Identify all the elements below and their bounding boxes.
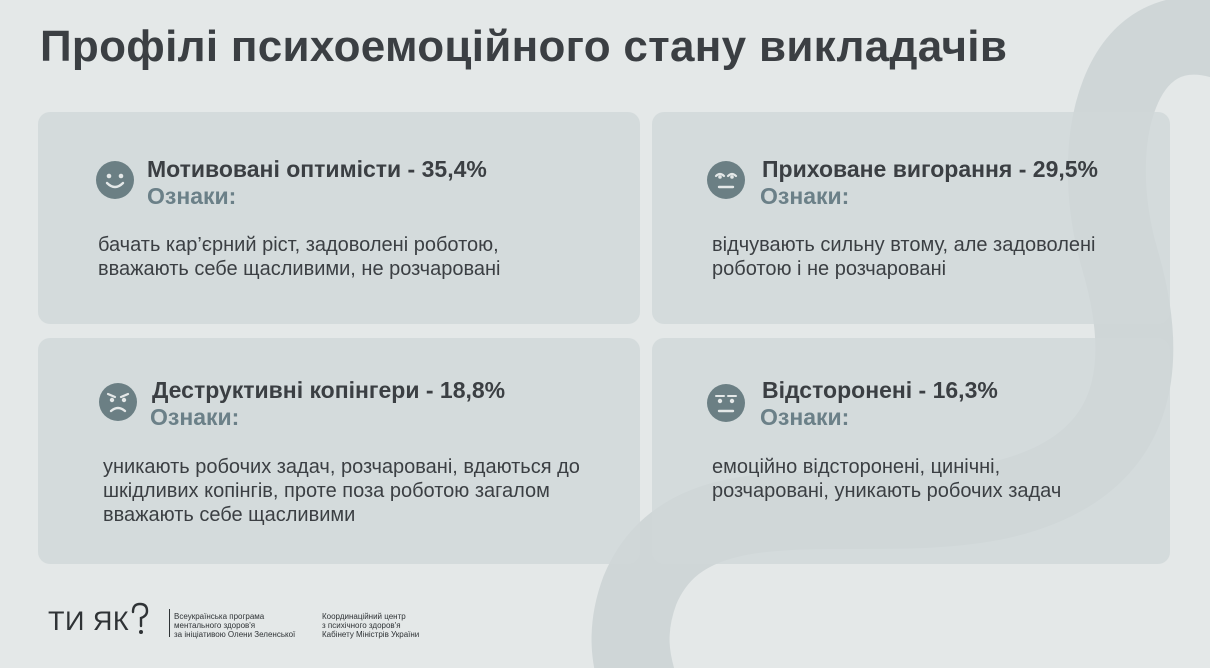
profile-name: Мотивовані оптимісти - 35,4% bbox=[147, 156, 487, 182]
program-line: за ініціативою Олени Зеленської bbox=[174, 630, 296, 639]
center-line: з психічного здоров'я bbox=[322, 621, 401, 630]
profile-description: бачать кар’єрний ріст, задоволені робото… bbox=[98, 234, 501, 280]
footer-divider bbox=[169, 609, 170, 637]
signs-label: Ознаки: bbox=[760, 404, 850, 430]
profile-card-detached: Відсторонені - 16,3% Ознаки: емоційно ві… bbox=[652, 338, 1170, 564]
frowning-face-icon bbox=[99, 383, 137, 421]
question-mark-icon bbox=[131, 602, 149, 634]
coordination-center-credit: Координаційний центр з психічного здоров… bbox=[322, 612, 452, 639]
signs-label: Ознаки: bbox=[760, 183, 850, 209]
profile-card-motivated-optimists: Мотивовані оптимісти - 35,4% Ознаки: бач… bbox=[38, 112, 640, 324]
signs-label: Ознаки: bbox=[150, 404, 240, 430]
program-description: Всеукраїнська програма ментального здоро… bbox=[174, 612, 304, 639]
logo-text: ТИ ЯК bbox=[48, 606, 130, 636]
program-line: Всеукраїнська програма bbox=[174, 612, 265, 621]
profile-description: відчувають сильну втому, але задоволені … bbox=[712, 234, 1096, 280]
center-line: Координаційний центр bbox=[322, 612, 406, 621]
profile-card-hidden-burnout: Приховане вигорання - 29,5% Ознаки: відч… bbox=[652, 112, 1170, 324]
ty-yak-logo: ТИ ЯК bbox=[48, 602, 150, 637]
profile-name: Деструктивні копінгери - 18,8% bbox=[152, 377, 506, 403]
profile-name: Приховане вигорання - 29,5% bbox=[762, 156, 1098, 182]
smiling-face-icon bbox=[96, 161, 134, 199]
signs-label: Ознаки: bbox=[147, 183, 237, 209]
tired-face-icon bbox=[707, 161, 745, 199]
profile-card-destructive-copers: Деструктивні копінгери - 18,8% Ознаки: у… bbox=[38, 338, 640, 564]
profile-description: емоційно відсторонені, цинічні, розчаров… bbox=[712, 456, 1062, 502]
profile-description: уникають робочих задач, розчаровані, вда… bbox=[103, 456, 580, 526]
page-title: Профілі психоемоційного стану викладачів bbox=[40, 22, 1008, 71]
profile-name: Відсторонені - 16,3% bbox=[762, 377, 998, 403]
center-line: Кабінету Міністрів України bbox=[322, 630, 420, 639]
program-line: ментального здоров'я bbox=[174, 621, 256, 630]
neutral-face-icon bbox=[707, 384, 745, 422]
